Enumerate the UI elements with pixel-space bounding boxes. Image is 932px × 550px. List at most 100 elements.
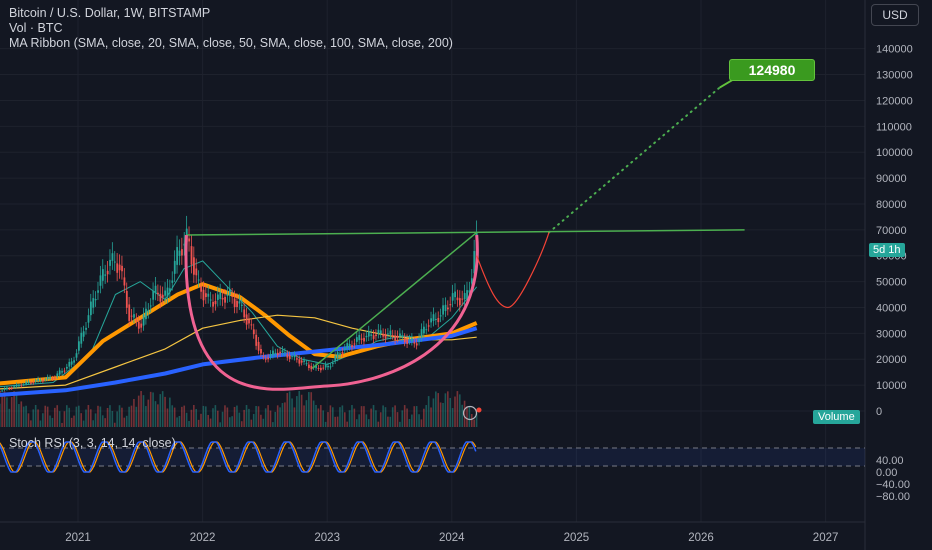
volume-bar	[22, 406, 25, 427]
volume-bar	[94, 413, 97, 427]
candle-body	[80, 332, 83, 344]
volume-bar	[159, 394, 162, 427]
candle-body	[113, 261, 116, 263]
volume-bar	[435, 391, 437, 427]
currency-button[interactable]: USD	[871, 4, 919, 26]
volume-bar	[260, 414, 262, 427]
stoch-k-line	[0, 441, 477, 473]
volume-bar	[317, 408, 320, 427]
candle-body	[250, 324, 253, 326]
candle-body	[20, 385, 23, 387]
volume-bar	[44, 405, 47, 427]
volume-bar	[27, 413, 30, 427]
volume-bar	[149, 391, 152, 427]
candle-body	[75, 353, 78, 358]
candle-body	[6, 387, 8, 390]
rsi-tick-label: −40.00	[876, 479, 910, 491]
volume-bar	[454, 396, 456, 427]
candle-body	[272, 350, 274, 356]
candle-body	[99, 275, 102, 286]
candle-body	[118, 264, 121, 271]
volume-bar	[140, 391, 142, 427]
candle-body	[8, 388, 11, 390]
price-tick-label: 20000	[876, 354, 907, 366]
time-axis: 2021 2022 2023 2024 2025 2026 2027	[65, 532, 838, 544]
volume-bar	[351, 405, 353, 427]
volume-bar	[39, 420, 42, 427]
candle-body	[415, 343, 418, 346]
price-tick-label: 80000	[876, 199, 907, 211]
price-axis: 0100002000030000400005000060000700008000…	[876, 44, 913, 503]
candle-body	[216, 294, 219, 300]
time-tick-label: 2021	[65, 532, 91, 544]
volume-bar	[358, 414, 360, 427]
candle-body	[3, 388, 6, 390]
volume-bar	[308, 392, 310, 427]
candle-body	[130, 315, 133, 317]
volume-bar	[42, 413, 44, 427]
volume-bar	[82, 420, 85, 427]
candle-body	[260, 349, 262, 354]
volume-bar	[37, 409, 39, 427]
price-candles	[0, 215, 478, 393]
candle-body	[284, 352, 286, 354]
volume-bar	[147, 399, 150, 427]
candle-body	[379, 330, 382, 334]
volume-bar	[341, 405, 344, 427]
volume-bar	[92, 420, 94, 427]
candle-body	[15, 384, 18, 387]
volume-bar	[432, 398, 435, 427]
candle-body	[463, 293, 466, 300]
candle-body	[133, 314, 135, 318]
candle-body	[331, 363, 334, 365]
candle-body	[109, 259, 111, 266]
volume-bar	[3, 391, 6, 427]
volume-bar	[216, 410, 219, 427]
target-dotted-line	[547, 86, 721, 234]
volume-bar	[20, 401, 23, 427]
candle-body	[202, 289, 205, 301]
candle-body	[161, 294, 164, 298]
candle-body	[327, 365, 329, 368]
ma-ribbon-legend: MA Ribbon (SMA, close, 20, SMA, close, 5…	[9, 36, 453, 50]
candle-body	[317, 368, 320, 370]
candle-body	[32, 382, 35, 384]
volume-tag: Volume	[813, 410, 860, 424]
price-target-label[interactable]: 124980	[729, 59, 815, 81]
price-tick-label: 50000	[876, 277, 907, 289]
volume-bar	[384, 407, 387, 427]
time-tick-label: 2023	[314, 532, 340, 544]
volume-bar	[18, 404, 20, 427]
volume-bar	[272, 422, 274, 427]
volume-bar	[353, 408, 356, 427]
candle-body	[219, 292, 222, 299]
volume-bar	[327, 412, 329, 427]
volume-bar	[75, 406, 78, 427]
volume-bar	[193, 405, 195, 427]
candle-body	[353, 343, 356, 345]
candle-body	[324, 364, 327, 368]
candle-body	[51, 378, 54, 380]
candle-body	[442, 305, 445, 315]
time-tick-label: 2022	[190, 532, 216, 544]
candle-body	[30, 382, 32, 384]
candle-body	[269, 354, 272, 357]
volume-bar	[6, 397, 8, 427]
candle-body	[27, 381, 30, 384]
candle-body	[274, 352, 277, 355]
candle-body	[169, 288, 171, 292]
candle-body	[288, 355, 291, 359]
volume-bar	[324, 421, 327, 427]
volume-bar	[269, 410, 272, 427]
volume-bar	[475, 408, 478, 427]
ma-line	[0, 326, 478, 397]
time-tick-label: 2027	[813, 532, 839, 544]
volume-bar	[367, 419, 370, 427]
rsi-band	[0, 448, 865, 466]
candle-body	[473, 251, 476, 274]
volume-bar	[245, 405, 248, 427]
volume-bar	[185, 412, 188, 427]
volume-bar	[406, 408, 408, 427]
volume-bar	[468, 405, 471, 427]
